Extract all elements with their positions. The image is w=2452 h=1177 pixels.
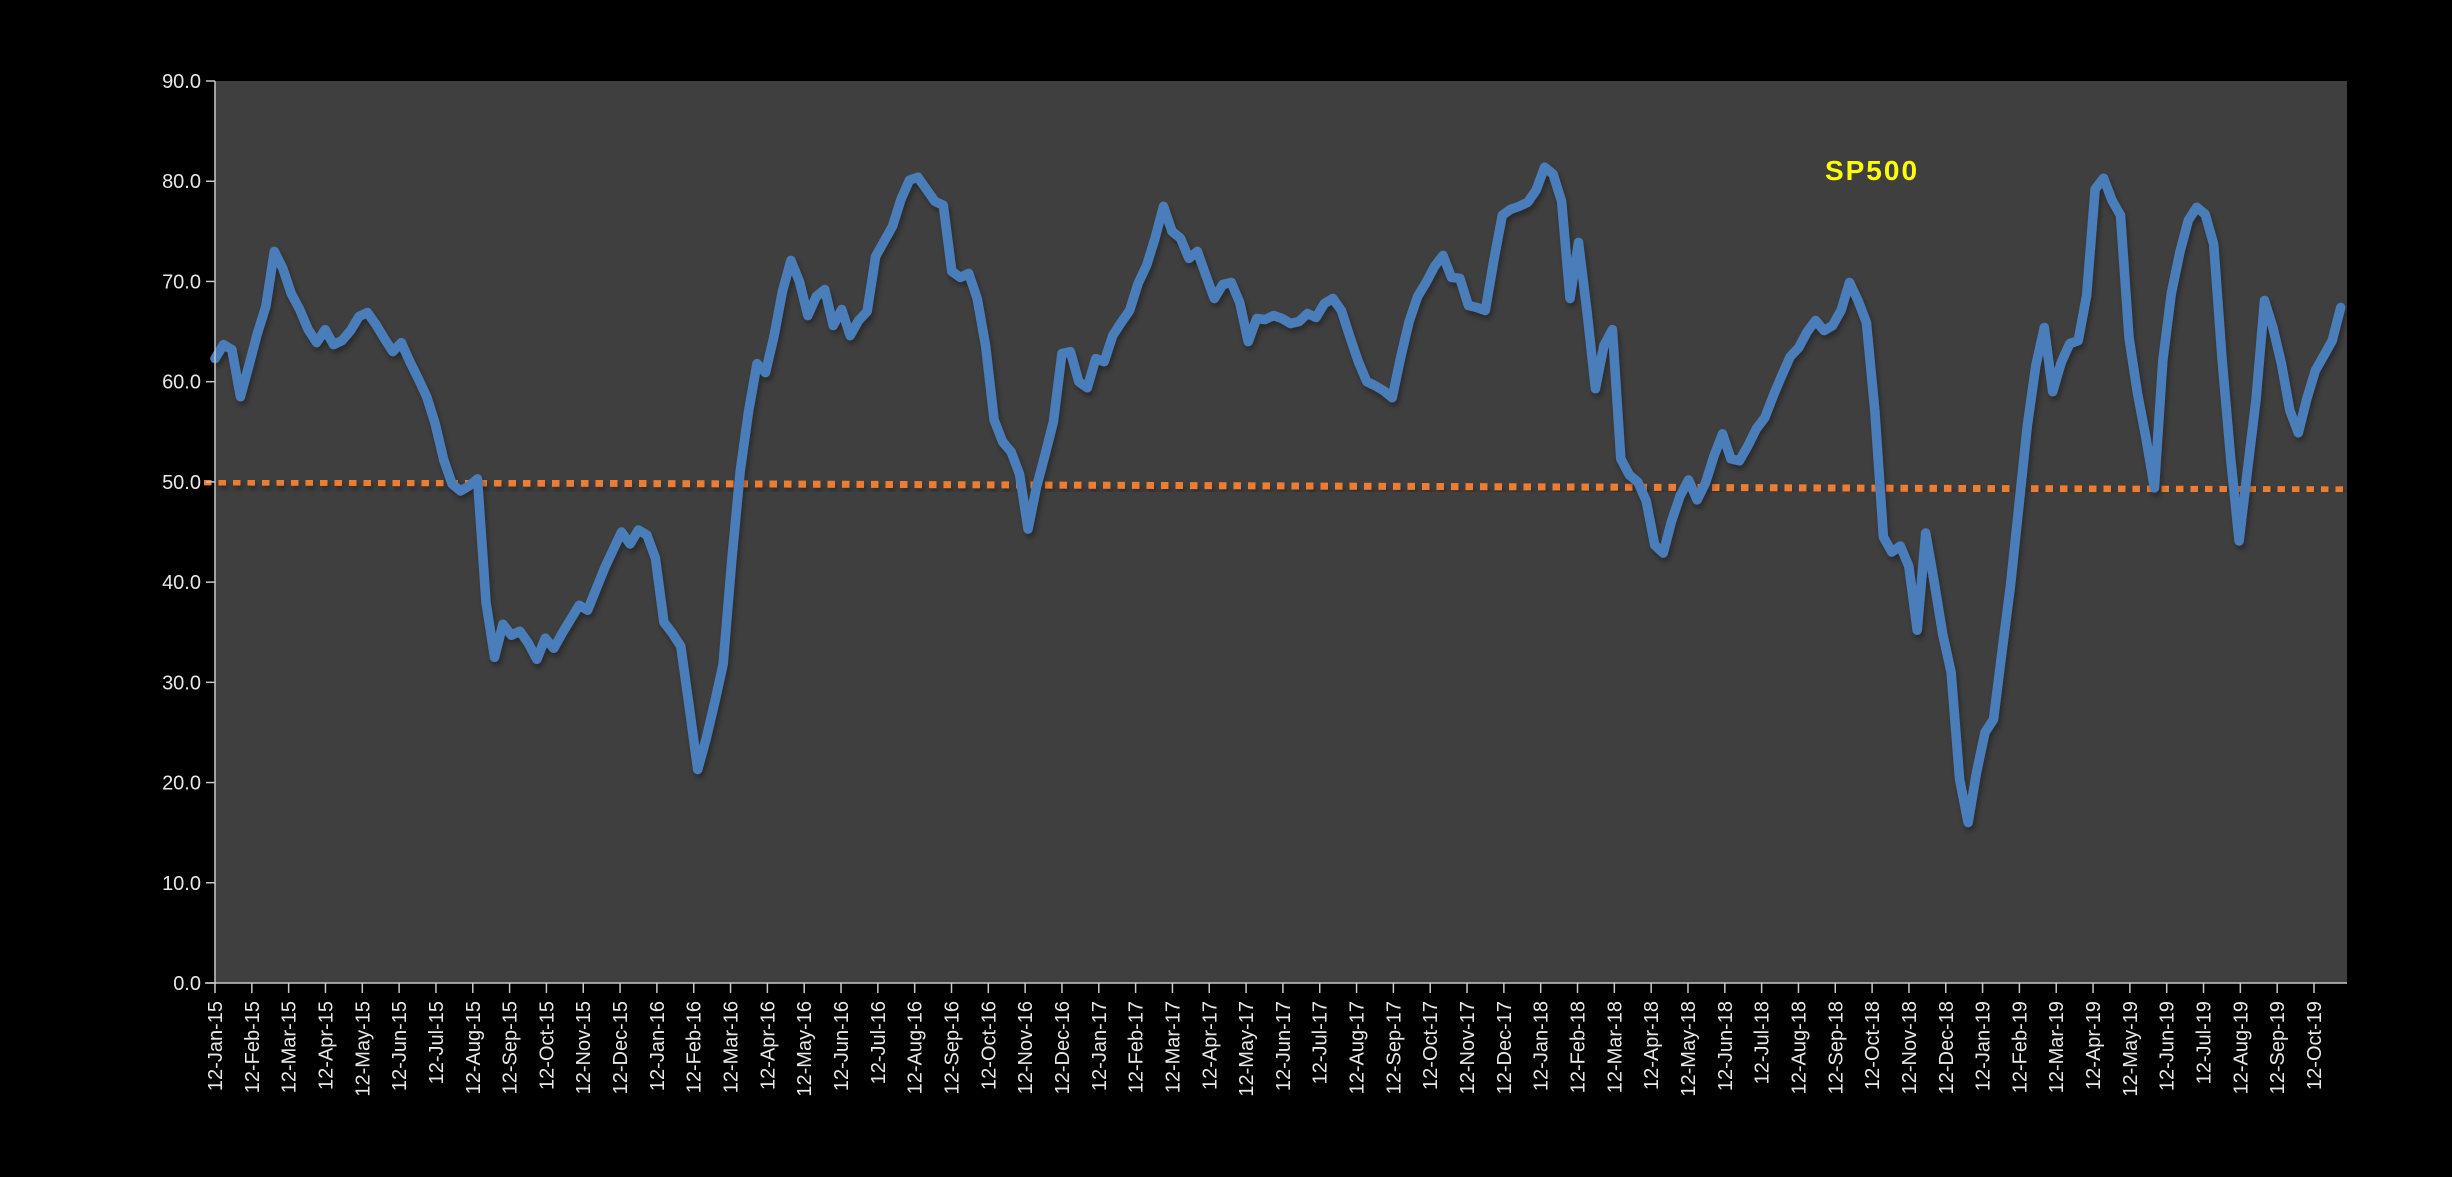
x-tick-label: 12-Oct-19 (2304, 1001, 2326, 1090)
x-tick-label: 12-Feb-19 (2009, 1001, 2031, 1093)
x-tick-label: 12-Apr-16 (757, 1001, 779, 1090)
trendline-50 (203, 478, 2347, 494)
x-tick-label: 12-Nov-18 (1899, 1001, 1921, 1094)
x-tick-label: 12-Jul-15 (426, 1001, 448, 1084)
x-tick-label: 12-Jun-16 (831, 1001, 853, 1091)
x-tick-label: 12-Mar-18 (1604, 1001, 1626, 1093)
y-tick-label: 20.0 (162, 773, 201, 795)
x-tick-label: 12-Jul-17 (1310, 1001, 1332, 1084)
x-tick-label: 12-Jul-19 (2194, 1001, 2216, 1084)
x-tick-label: 12-Jun-18 (1715, 1001, 1737, 1091)
x-tick-label: 12-Apr-15 (315, 1001, 337, 1090)
y-tick-label: 30.0 (162, 672, 201, 694)
y-tick-label: 60.0 (162, 372, 201, 394)
trendline (203, 478, 2347, 494)
x-tick-label: 12-Jan-18 (1531, 1001, 1553, 1091)
x-tick-label: 12-Dec-16 (1052, 1001, 1074, 1094)
y-axis-labels: 0.0 10.0 20.0 30.0 40.0 50.0 60.0 70.0 80.0 90.0 (162, 71, 201, 995)
x-tick-label: 12-Apr-19 (2083, 1001, 2105, 1090)
x-tick-label: 12-Jul-16 (868, 1001, 890, 1084)
x-tick-label: 12-Aug-16 (905, 1001, 927, 1094)
sp500-series-line (210, 162, 2346, 828)
x-tick-label: 12-Mar-19 (2046, 1001, 2068, 1093)
x-tick-label: 12-Jun-19 (2157, 1001, 2179, 1091)
y-tick-label: 90.0 (162, 71, 201, 93)
x-tick-label: 12-Nov-15 (573, 1001, 595, 1094)
plot-area (215, 81, 2347, 983)
x-tick-label: 12-Sep-18 (1825, 1001, 1847, 1094)
x-tick-label: 12-Oct-16 (978, 1001, 1000, 1090)
x-tick-label: 12-May-17 (1236, 1001, 1258, 1097)
x-tick-label: 12-May-19 (2120, 1001, 2142, 1097)
x-tick-label: 12-Sep-15 (500, 1001, 522, 1094)
x-tick-label: 12-Dec-15 (610, 1001, 632, 1094)
y-tick-label: 10.0 (162, 873, 201, 895)
y-tick-label: 0.0 (173, 973, 201, 995)
x-tick-label: 12-Jul-18 (1752, 1001, 1774, 1084)
y-tick-label: 50.0 (162, 472, 201, 494)
x-tick-label: 12-Feb-18 (1568, 1001, 1590, 1093)
x-tick-label: 12-Sep-16 (941, 1001, 963, 1094)
x-tick-label: 12-Jan-15 (205, 1001, 227, 1091)
y-tick-label: 80.0 (162, 171, 201, 193)
x-tick-label: 12-May-15 (352, 1001, 374, 1097)
x-tick-label: 12-Sep-19 (2267, 1001, 2289, 1094)
x-axis-labels: 12-Jan-15 12-Feb-15 12-Mar-15 12-Apr-15 12-M… (205, 1001, 2326, 1097)
x-tick-label: 12-Jun-17 (1273, 1001, 1295, 1091)
x-tick-label: 12-Jan-17 (1089, 1001, 1111, 1091)
x-tick-label: 12-Apr-18 (1641, 1001, 1663, 1090)
x-tick-label: 12-Oct-17 (1420, 1001, 1442, 1090)
x-tick-label: 12-Apr-17 (1199, 1001, 1221, 1090)
y-tick-label: 40.0 (162, 572, 201, 594)
y-tick-label: 70.0 (162, 271, 201, 293)
x-tick-label: 12-Mar-15 (279, 1001, 301, 1093)
x-tick-label: 12-Dec-17 (1494, 1001, 1516, 1094)
x-tick-label: 12-Nov-16 (1015, 1001, 1037, 1094)
x-tick-label: 12-May-18 (1678, 1001, 1700, 1097)
x-tick-label: 12-Aug-19 (2230, 1001, 2252, 1094)
x-tick-label: 12-Jan-16 (647, 1001, 669, 1091)
x-tick-label: 12-Jun-15 (389, 1001, 411, 1091)
x-tick-label: 12-Jan-19 (1973, 1001, 1995, 1091)
x-tick-label: 12-Feb-17 (1126, 1001, 1148, 1093)
x-tick-label: 12-Oct-18 (1862, 1001, 1884, 1090)
x-tick-label: 12-Mar-16 (721, 1001, 743, 1093)
x-tick-label: 12-Mar-17 (1162, 1001, 1184, 1093)
x-tick-label: 12-Aug-17 (1347, 1001, 1369, 1094)
series-label-sp500: SP500 (1825, 155, 1919, 186)
x-tick-label: 12-May-16 (794, 1001, 816, 1097)
x-tick-label: 12-Dec-18 (1936, 1001, 1958, 1094)
x-tick-label: 12-Feb-15 (242, 1001, 264, 1093)
x-tick-label: 12-Sep-17 (1383, 1001, 1405, 1094)
x-tick-label: 12-Feb-16 (684, 1001, 706, 1093)
x-tick-label: 12-Aug-18 (1788, 1001, 1810, 1094)
x-tick-label: 12-Oct-15 (536, 1001, 558, 1090)
x-tick-label: 12-Nov-17 (1457, 1001, 1479, 1094)
sp500-line (210, 162, 2346, 828)
axes (205, 80, 2347, 993)
x-tick-label: 12-Aug-15 (463, 1001, 485, 1094)
